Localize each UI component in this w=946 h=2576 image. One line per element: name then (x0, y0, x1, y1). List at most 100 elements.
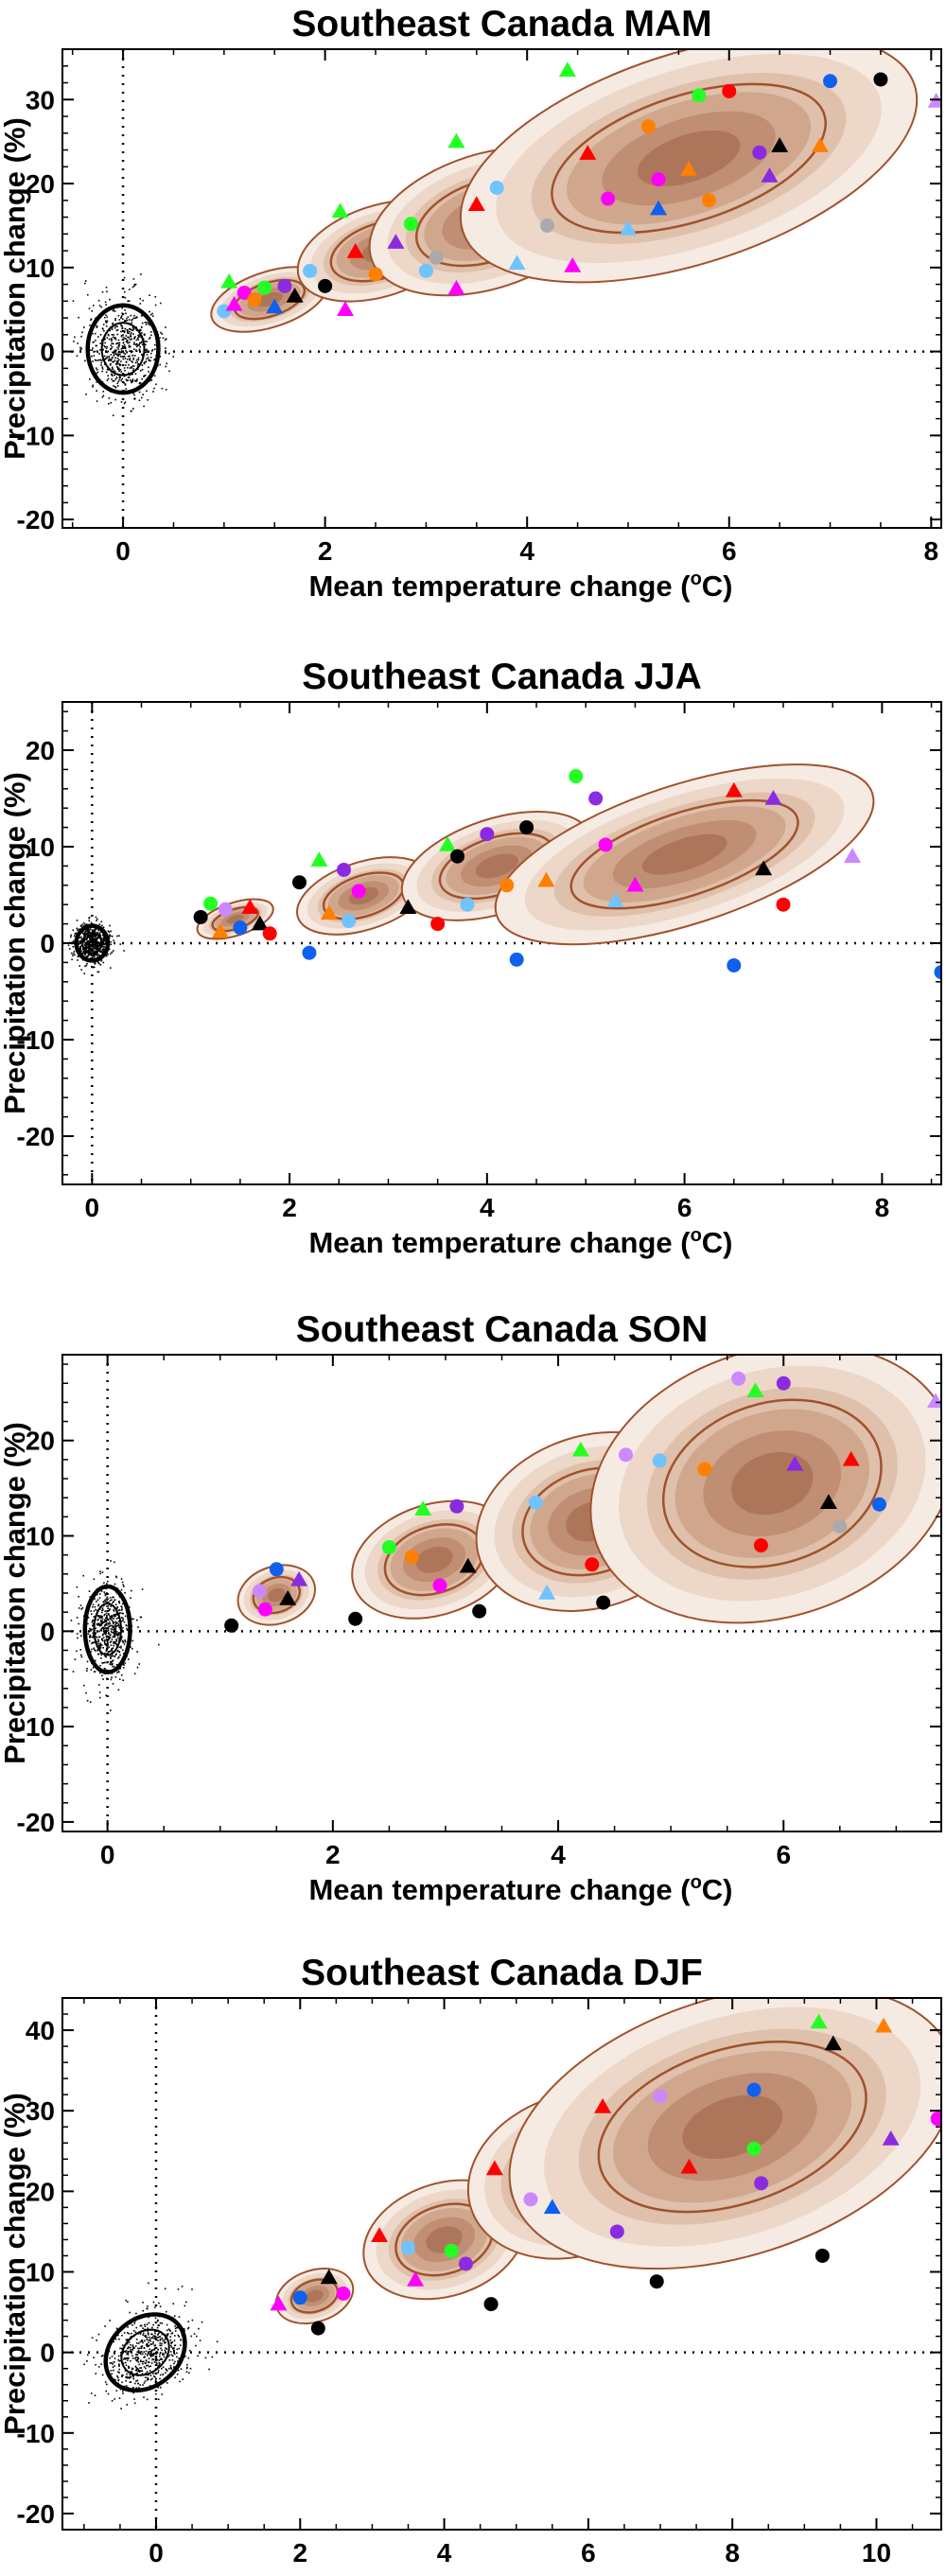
nv-dot (118, 343, 121, 346)
model-point-circle (697, 1462, 712, 1477)
nv-dot (109, 329, 112, 332)
nv-dot (164, 2349, 166, 2352)
nv-dot (106, 1618, 108, 1621)
nv-dot (119, 1612, 121, 1614)
x-axis-label-sup: o (691, 1225, 702, 1246)
nv-dot (131, 2367, 133, 2370)
nv-dot (124, 383, 127, 385)
nv-dot (108, 403, 110, 405)
nv-dot (100, 1644, 103, 1646)
nv-dot (85, 1691, 87, 1694)
model-point-triangle (875, 2017, 893, 2033)
nv-dot (90, 349, 92, 351)
nv-dot (88, 920, 91, 922)
nv-dot (111, 1655, 114, 1657)
nv-dot (140, 370, 142, 372)
nv-dot (93, 937, 95, 938)
nv-dot (91, 1642, 93, 1644)
nv-dot (85, 394, 87, 395)
model-point-circle (203, 896, 219, 911)
nv-dot (141, 2370, 143, 2372)
nv-dot (150, 2349, 153, 2352)
nv-dot (115, 1643, 117, 1645)
nv-dot (96, 359, 99, 361)
nv-dot (88, 930, 91, 932)
nv-dot (114, 1636, 116, 1638)
model-point-circle (649, 2274, 664, 2289)
nv-dot (97, 944, 99, 947)
nv-dot (118, 342, 121, 344)
nv-dot (114, 1654, 117, 1656)
nv-dot (155, 2364, 158, 2366)
nv-dot (124, 353, 126, 355)
nv-dot (85, 947, 88, 949)
nv-dot (178, 2336, 180, 2338)
nv-dot (125, 349, 127, 352)
nv-dot (112, 2363, 114, 2365)
nv-dot (136, 2358, 139, 2360)
nv-dot (116, 366, 118, 368)
nv-ellipse (82, 1584, 132, 1674)
nv-dot (124, 1639, 126, 1641)
nv-dot (79, 948, 80, 950)
nv-dot (187, 2321, 190, 2322)
nv-dot (108, 1651, 111, 1654)
model-point-circle (318, 278, 333, 293)
model-point-triangle (225, 295, 243, 311)
nv-dot (146, 341, 148, 342)
nv-dot (122, 2344, 124, 2346)
nv-dot (196, 2335, 198, 2338)
nv-dot (160, 331, 162, 334)
y-axis-label: Precipitation change (%) (0, 772, 31, 1114)
nv-dot (90, 944, 93, 947)
nv-dot (122, 352, 125, 354)
nv-dot (153, 359, 155, 361)
nv-dot (128, 2367, 130, 2370)
nv-dot (143, 2382, 146, 2384)
nv-dot (96, 1649, 99, 1651)
nv-dot (160, 2386, 162, 2389)
y-tick-label: 20 (26, 169, 55, 199)
nv-dot (81, 1606, 84, 1609)
nv-dot (118, 370, 120, 373)
model-point-triangle (810, 2013, 828, 2029)
nv-dot (187, 2357, 190, 2359)
nv-dot (82, 922, 85, 924)
nv-dot (83, 934, 85, 937)
nv-dot (120, 379, 123, 382)
nv-dot (149, 337, 151, 339)
nv-dot (126, 317, 128, 320)
nv-dot (156, 2362, 158, 2365)
nv-dot (104, 342, 106, 344)
nv-dot (135, 2366, 137, 2369)
nv-dot (105, 358, 107, 359)
nv-dot (198, 2327, 200, 2330)
nv-dot (147, 2374, 149, 2376)
nv-dot (134, 2382, 136, 2385)
nv-dot (116, 1592, 118, 1595)
nv-dot (102, 938, 104, 941)
nv-dot (114, 1633, 117, 1635)
nv-dot (118, 359, 120, 361)
nv-dot (161, 333, 164, 335)
nv-dot (76, 1586, 79, 1588)
nv-dot (127, 2347, 129, 2350)
nv-dot (117, 2371, 119, 2374)
nv-dot (135, 2368, 138, 2371)
nv-dot (131, 355, 133, 357)
nv-dot (124, 330, 126, 332)
model-point-triangle (927, 1393, 941, 1409)
nv-dot (110, 1650, 112, 1652)
nv-dot (113, 385, 114, 387)
nv-dot (93, 1637, 95, 1638)
nv-dot (122, 1617, 124, 1620)
nv-dot (110, 359, 113, 360)
model-point-circle (652, 1453, 667, 1468)
nv-dot (113, 2369, 114, 2372)
nv-dot (120, 334, 123, 337)
nv-dot (153, 375, 156, 377)
nv-dot (124, 369, 126, 372)
nv-dot (121, 1649, 124, 1651)
nv-dot (115, 1638, 117, 1641)
nv-dot (89, 1634, 92, 1637)
